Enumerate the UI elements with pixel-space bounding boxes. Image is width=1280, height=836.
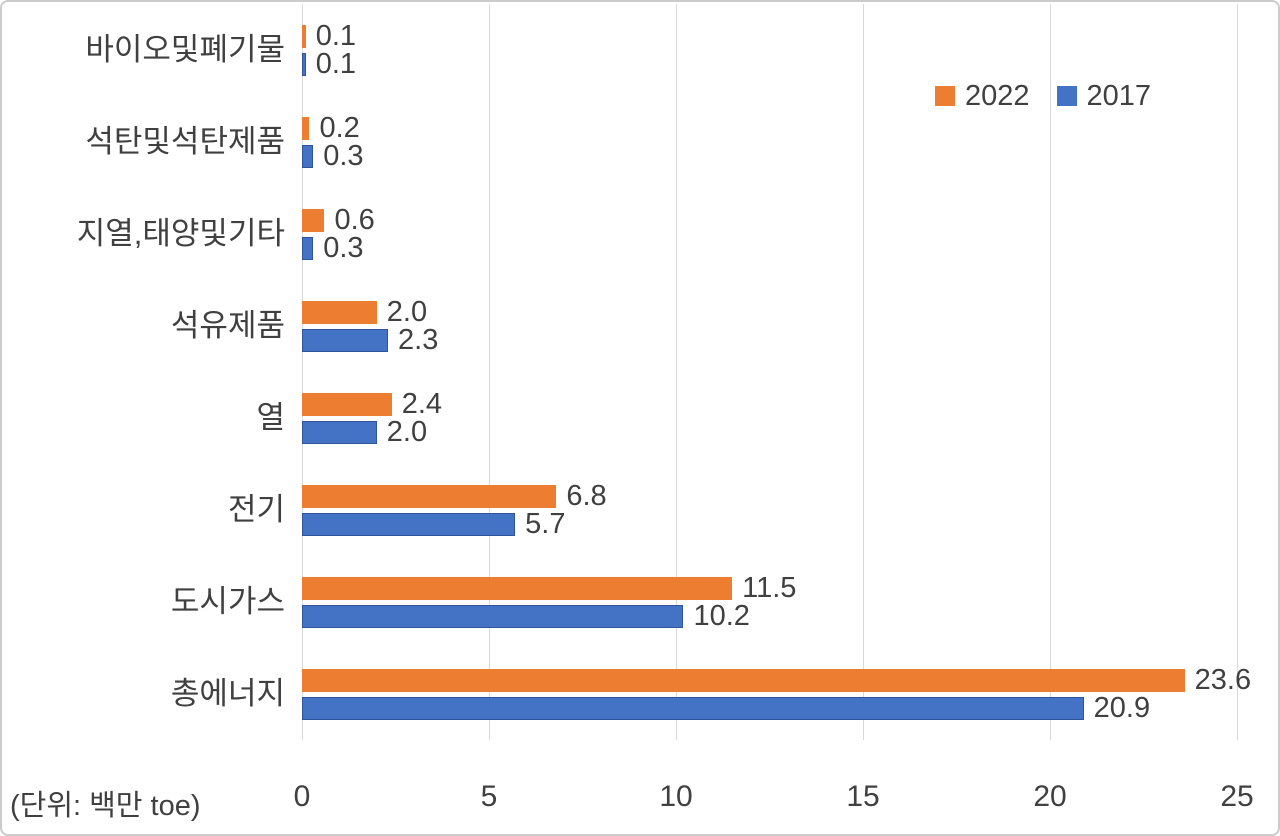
category-label: 열 bbox=[256, 400, 285, 435]
unit-label: (단위: 백만 toe) bbox=[10, 790, 201, 822]
bar-2017 bbox=[302, 420, 377, 444]
bar-2022 bbox=[302, 576, 733, 600]
data-label-2017: 5.7 bbox=[525, 508, 566, 540]
data-label-2022: 6.8 bbox=[566, 480, 607, 512]
data-label-2022: 0.1 bbox=[315, 20, 357, 52]
legend-swatch bbox=[935, 86, 955, 106]
data-label-2022: 23.6 bbox=[1194, 664, 1252, 696]
data-label-2022: 11.5 bbox=[742, 572, 797, 604]
bar-2017 bbox=[302, 328, 389, 352]
data-label-2022: 0.2 bbox=[319, 112, 360, 144]
legend: 2022 2017 bbox=[935, 80, 1152, 112]
gridline bbox=[1237, 4, 1238, 740]
data-label-2022: 0.6 bbox=[334, 204, 375, 236]
x-tick-label: 5 bbox=[480, 780, 498, 813]
gridline bbox=[1050, 4, 1051, 740]
x-tick-label: 10 bbox=[659, 780, 693, 813]
data-label-2017: 20.9 bbox=[1093, 692, 1151, 724]
bar-2017 bbox=[302, 52, 306, 76]
x-tick-label: 15 bbox=[846, 780, 880, 813]
category-label: 바이오및폐기물 bbox=[85, 32, 285, 67]
bar-2022 bbox=[302, 300, 377, 324]
data-label-2017: 10.2 bbox=[693, 600, 750, 632]
x-tick-label: 20 bbox=[1033, 780, 1067, 813]
bar-2022 bbox=[302, 116, 310, 140]
data-label-2022: 2.0 bbox=[386, 296, 428, 328]
bar-2017 bbox=[302, 696, 1084, 720]
bar-2017 bbox=[302, 512, 516, 536]
legend-label: 2022 bbox=[965, 80, 1030, 112]
bar-2022 bbox=[302, 484, 557, 508]
data-label-2017: 0.3 bbox=[323, 232, 364, 264]
gridline bbox=[302, 4, 303, 740]
data-label-2017: 2.3 bbox=[398, 324, 439, 356]
legend-swatch bbox=[1056, 86, 1077, 106]
bar-2017 bbox=[302, 236, 314, 260]
bar-2022 bbox=[302, 392, 392, 416]
gridline bbox=[863, 4, 864, 740]
x-tick-label: 0 bbox=[293, 780, 311, 813]
data-label-2017: 2.0 bbox=[386, 416, 428, 448]
category-label: 지열,태양및기타 bbox=[76, 216, 285, 251]
category-label: 석유제품 bbox=[170, 308, 285, 343]
bar-2022 bbox=[302, 668, 1185, 692]
category-label: 총에너지 bbox=[170, 676, 285, 711]
bar-2017 bbox=[302, 604, 684, 628]
x-tick-label: 25 bbox=[1220, 780, 1254, 813]
gridline bbox=[489, 4, 490, 740]
data-label-2017: 0.1 bbox=[315, 48, 357, 80]
data-label-2017: 0.3 bbox=[323, 140, 364, 172]
legend-item-2017: 2017 bbox=[1056, 80, 1152, 112]
category-label: 석탄및석탄제품 bbox=[85, 124, 285, 159]
gridline bbox=[676, 4, 677, 740]
category-label: 전기 bbox=[227, 492, 285, 527]
bar-2022 bbox=[302, 208, 325, 232]
bar-2017 bbox=[302, 144, 314, 168]
category-label: 도시가스 bbox=[170, 584, 285, 619]
legend-label: 2017 bbox=[1086, 80, 1152, 112]
bar-2022 bbox=[302, 24, 306, 48]
legend-item-2022: 2022 bbox=[935, 80, 1030, 112]
data-label-2022: 2.4 bbox=[401, 388, 443, 420]
